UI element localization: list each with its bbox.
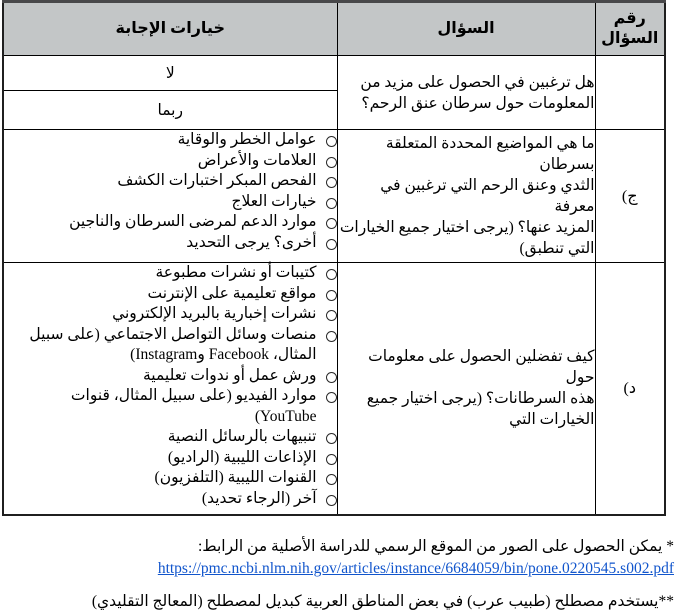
option-row: ورش عمل أو ندوات تعليمية	[4, 366, 337, 387]
option-row: موارد الفيديو (على سبيل المثال، قنوات Yo…	[4, 386, 337, 427]
answer-options-cell-topics: عوامل الخطر والوقاية العلامات والأعراض ا…	[2, 129, 338, 263]
option-label: ورش عمل أو ندوات تعليمية	[142, 366, 317, 384]
question-number-cell-c: ج)	[594, 129, 666, 263]
source-pdf-link[interactable]: https://pmc.ncbi.nlm.nih.gov/articles/in…	[157, 560, 674, 577]
header-question-number: رقم السؤال	[594, 1, 666, 56]
option-label: نشرات إخبارية بالبريد الإلكتروني	[112, 305, 317, 322]
option-row: نشرات إخبارية بالبريد الإلكتروني	[4, 304, 337, 325]
table-row: هل ترغبين في الحصول على مزيد من المعلوما…	[2, 55, 666, 130]
option-row: مواقع تعليمية على الإنترنت	[4, 284, 337, 305]
option-circle-icon	[325, 136, 337, 147]
table-header-row: رقم السؤال السؤال خيارات الإجابة	[2, 1, 666, 56]
option-row: العلامات والأعراض	[4, 151, 337, 172]
question-number-cell-d: د)	[594, 262, 666, 515]
option-circle-icon	[325, 392, 337, 403]
option-circle-icon	[325, 218, 337, 229]
question-cell-preferences: كيف تفضلين الحصول على معلومات حول هذه ال…	[336, 262, 596, 515]
option-row: أخرى؟ يرجى التحديد	[4, 233, 337, 254]
option-circle-icon	[325, 330, 337, 342]
option-circle-icon	[325, 269, 337, 280]
answer-cell-no: لا	[2, 55, 338, 91]
option-label: آخر (الرجاء تحديد)	[201, 489, 317, 507]
option-circle-icon	[325, 289, 337, 301]
option-label: موارد الفيديو (على سبيل المثال، قنوات Yo…	[70, 387, 317, 425]
header-answer-options: خيارات الإجابة	[2, 1, 338, 56]
option-circle-icon	[325, 474, 337, 485]
option-label: مواقع تعليمية على الإنترنت	[147, 284, 317, 302]
option-circle-icon	[325, 177, 337, 188]
option-circle-icon	[325, 156, 337, 168]
option-row: الفحص المبكر اختبارات الكشف	[4, 171, 337, 192]
option-label: خيارات العلاج	[231, 192, 317, 210]
option-label: تنبيهات بالرسائل النصية	[167, 428, 317, 445]
option-label: أخرى؟ يرجى التحديد	[186, 233, 317, 251]
option-label: كتيبات أو نشرات مطبوعة	[155, 264, 317, 281]
option-row: عوامل الخطر والوقاية	[4, 130, 337, 151]
table-row: ج) ما هي المواضيع المحددة المتعلقة بسرطا…	[2, 129, 666, 263]
answer-cell-maybe: ربما	[2, 90, 338, 130]
option-label: العلامات والأعراض	[197, 151, 317, 169]
option-label: موارد الدعم لمرضى السرطان والناجين	[69, 213, 317, 230]
option-row: كتيبات أو نشرات مطبوعة	[4, 263, 337, 284]
table-row: ربما	[2, 90, 665, 130]
option-label: القنوات الليبية (التلفزيون)	[154, 469, 317, 486]
option-circle-icon	[325, 494, 337, 506]
option-circle-icon	[325, 371, 337, 383]
question-number-cell-empty	[594, 55, 666, 130]
option-row: القنوات الليبية (التلفزيون)	[4, 468, 337, 489]
answer-options-cell-preferences: كتيبات أو نشرات مطبوعة مواقع تعليمية على…	[2, 262, 338, 515]
footnote-link-line: https://pmc.ncbi.nlm.nih.gov/articles/in…	[2, 559, 674, 579]
option-label: عوامل الخطر والوقاية	[177, 131, 317, 148]
footnote-source: * يمكن الحصول على الصور من الموقع الرسمي…	[197, 538, 674, 555]
option-circle-icon	[325, 453, 337, 465]
option-row: تنبيهات بالرسائل النصية	[4, 427, 337, 448]
option-circle-icon	[325, 310, 337, 321]
option-row: موارد الدعم لمرضى السرطان والناجين	[4, 212, 337, 233]
footnote-terminology: **يستخدم مصطلح (طبيب عرب) في بعض المناطق…	[91, 593, 674, 610]
option-row: خيارات العلاج	[4, 192, 337, 213]
option-row: الإذاعات الليبية (الراديو)	[4, 448, 337, 469]
table-row: د) كيف تفضلين الحصول على معلومات حول هذه…	[2, 262, 666, 515]
option-label: منصات وسائل التواصل الاجتماعي (على سبيل …	[29, 325, 317, 364]
option-circle-icon	[325, 433, 337, 444]
option-row: منصات وسائل التواصل الاجتماعي (على سبيل …	[4, 325, 337, 366]
option-row: آخر (الرجاء تحديد)	[4, 489, 337, 510]
option-label: الفحص المبكر اختبارات الكشف	[117, 172, 317, 189]
question-cell-more-info: هل ترغبين في الحصول على مزيد من المعلوما…	[336, 55, 596, 130]
option-circle-icon	[325, 238, 337, 250]
option-label: الإذاعات الليبية (الراديو)	[167, 448, 317, 466]
header-question: السؤال	[336, 1, 596, 56]
question-cell-topics: ما هي المواضيع المحددة المتعلقة بسرطان ا…	[336, 129, 596, 263]
option-circle-icon	[325, 197, 337, 209]
survey-table: رقم السؤال السؤال خيارات الإجابة هل ترغب…	[2, 0, 666, 516]
